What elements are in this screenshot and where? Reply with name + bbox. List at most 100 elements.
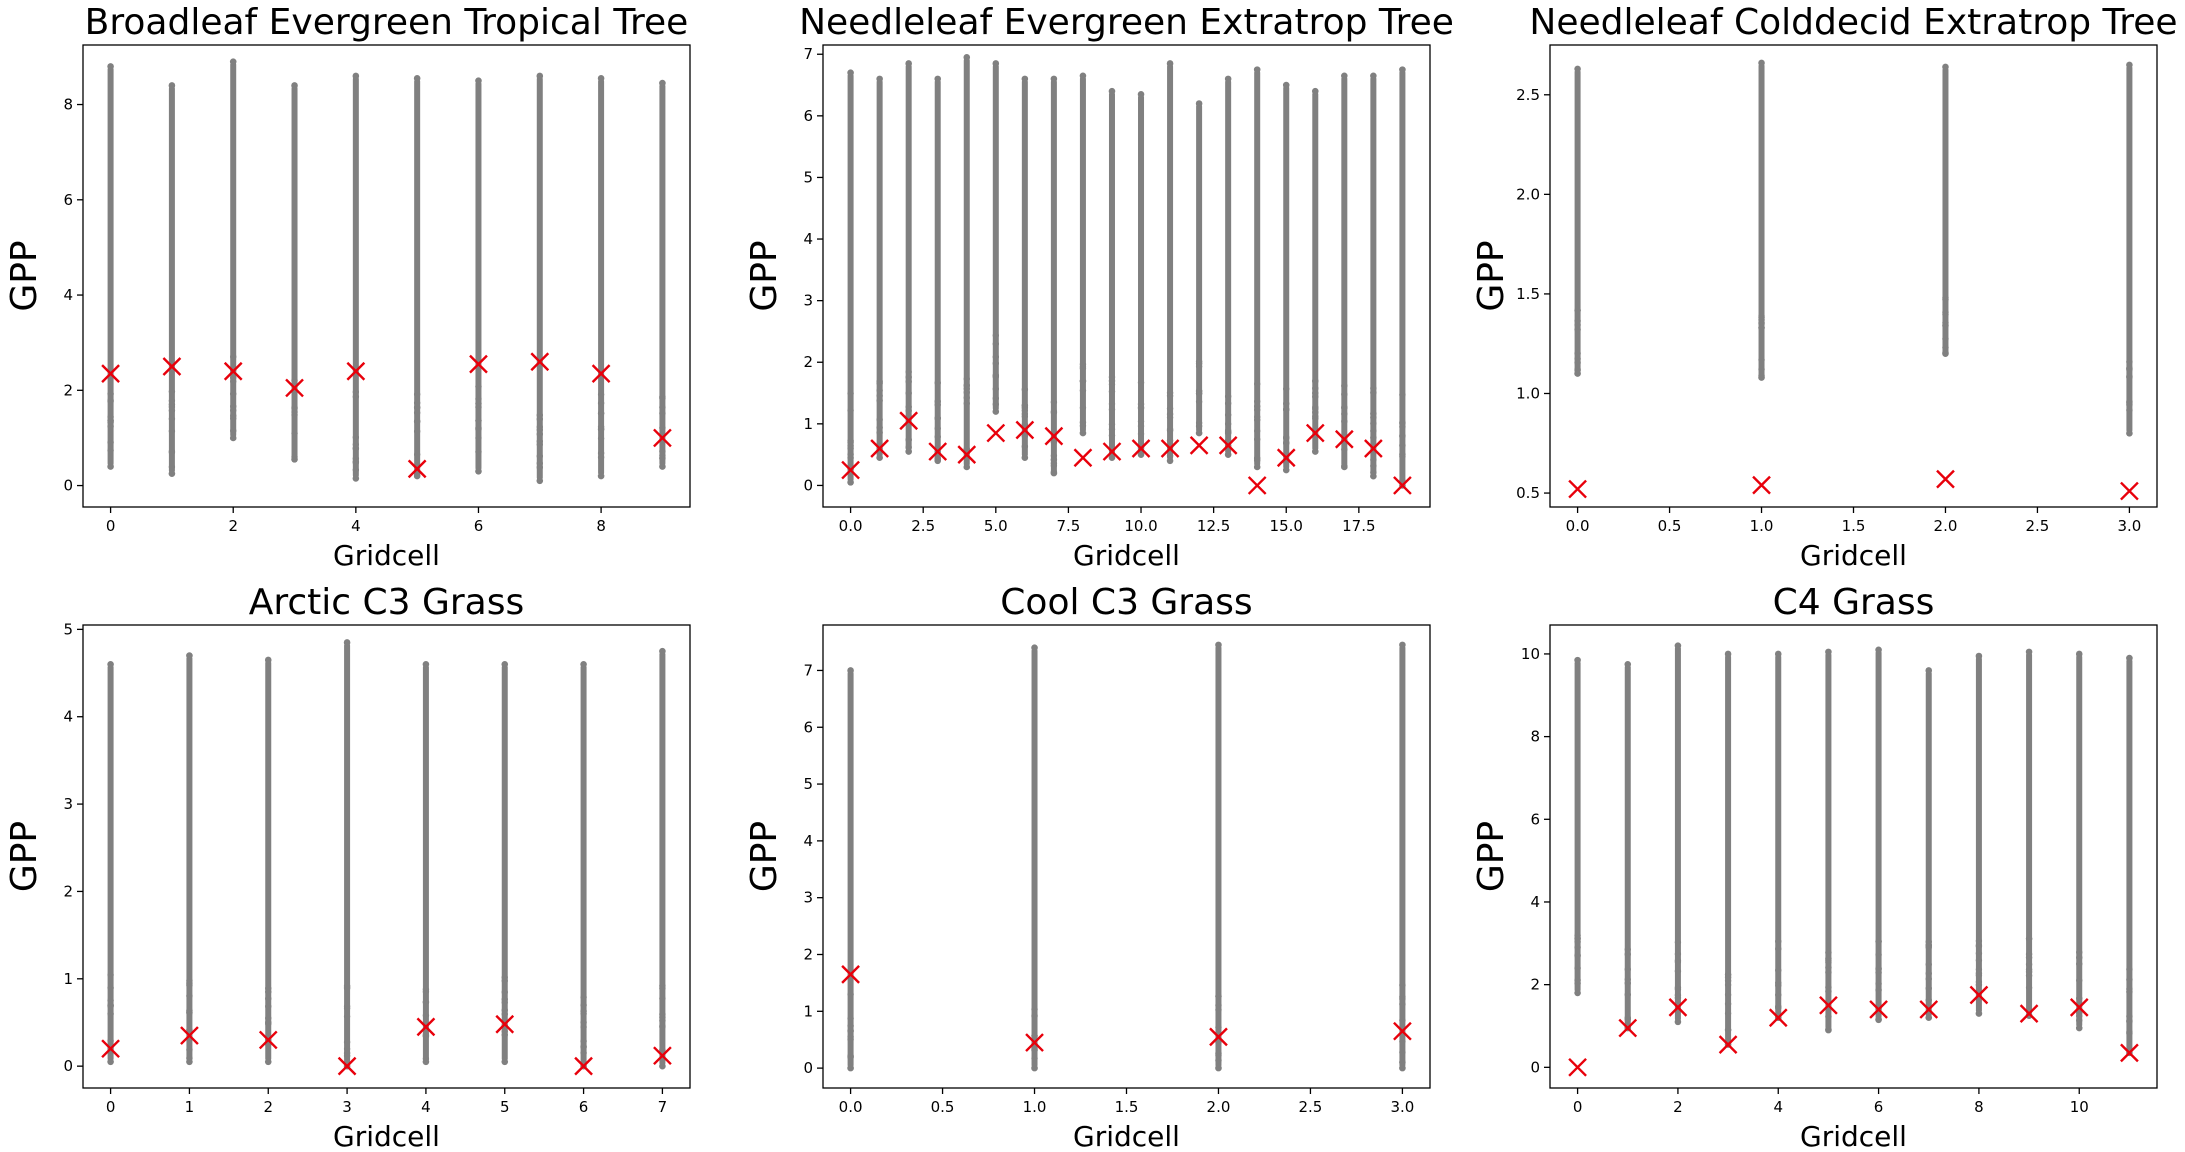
scatter-point (107, 447, 114, 454)
mean-marker (1819, 995, 1838, 1015)
scatter-point (229, 434, 237, 442)
scatter-point (1021, 407, 1029, 414)
scatter-point (422, 661, 430, 668)
scatter-point (1282, 466, 1290, 474)
scatter-point (1195, 100, 1203, 107)
scatter-point (1166, 392, 1174, 400)
scatter-point (876, 424, 883, 431)
scatter-points (107, 639, 666, 1070)
scatter-point (1775, 938, 1782, 945)
scatter-column (1021, 78, 1028, 458)
scatter-point (107, 1003, 114, 1010)
mean-marker (928, 442, 948, 461)
scatter-point (168, 388, 176, 395)
scatter-point (963, 394, 970, 402)
scatter-point (1624, 660, 1632, 668)
scatter-column (1215, 644, 1222, 1069)
subplot-0: Broadleaf Evergreen Tropical Tree 0 2 4 6 8 0 2… (4, 2, 691, 572)
scatter-point (1050, 469, 1058, 477)
scatter-point (597, 425, 605, 433)
scatter-point (1050, 408, 1058, 415)
scatter-point (413, 391, 421, 398)
mean-marker (2069, 998, 2089, 1017)
mean-marker (1276, 448, 1296, 468)
scatter-point (597, 75, 605, 82)
scatter-point (536, 72, 544, 80)
scatter-point (230, 390, 237, 398)
mean-marker (2019, 1004, 2039, 1023)
scatter-point (1724, 971, 1732, 978)
scatter-point (1253, 66, 1261, 73)
scatter-point (1137, 400, 1145, 408)
scatter-point (422, 1032, 430, 1040)
scatter-point (1975, 957, 1983, 964)
scatter-point (847, 437, 854, 445)
x-tick-label: 15.0 (1270, 517, 1303, 535)
scatter-point (422, 986, 430, 993)
scatter-point (1341, 382, 1348, 389)
scatter-point (1108, 426, 1116, 433)
x-tick-label: 4 (1773, 1098, 1783, 1116)
mean-marker (1044, 426, 1064, 446)
scatter-point (1166, 457, 1174, 465)
mean-marker (1668, 998, 1688, 1017)
scatter-point (963, 445, 970, 453)
scatter-point (1399, 1064, 1406, 1072)
scatter-column (1925, 670, 1932, 1018)
x-tick-label: 3.0 (2117, 517, 2141, 535)
scatter-point (2075, 650, 2083, 658)
scatter-point (107, 390, 114, 398)
scatter-point (1215, 1002, 1222, 1009)
scatter-point (107, 439, 114, 446)
scatter-point (1925, 961, 1932, 968)
scatter-point (1079, 419, 1087, 426)
scatter-point (230, 412, 237, 419)
mean-marker (285, 378, 304, 398)
scatter-point (1312, 385, 1319, 392)
mean-marker (495, 1014, 515, 1034)
y-axis-label: GPP (744, 821, 785, 892)
chart-title: Arctic C3 Grass (249, 582, 525, 623)
scatter-point (1975, 652, 1983, 660)
x-tick-label: 7 (658, 1098, 668, 1116)
scatter-point (1574, 951, 1581, 959)
x-tick-label: 10 (2070, 1098, 2089, 1116)
y-tick-label: 4 (63, 286, 73, 304)
scatter-point (107, 63, 114, 70)
mean-markers (101, 1014, 672, 1076)
scatter-point (580, 1019, 587, 1026)
x-tick-label: 1 (185, 1098, 195, 1116)
x-tick-label: 2.0 (1934, 517, 1958, 535)
scatter-point (1875, 986, 1882, 994)
scatter-point (963, 375, 970, 383)
scatter-point (2126, 358, 2133, 366)
scatter-point (1215, 1050, 1222, 1057)
scatter-point (1574, 980, 1581, 987)
scatter-point (876, 392, 883, 399)
mean-marker (986, 423, 1006, 443)
scatter-point (934, 75, 942, 83)
scatter-point (1975, 1010, 1983, 1017)
scatter-column (168, 85, 175, 474)
scatter-point (1050, 398, 1058, 406)
scatter-point (1942, 296, 1949, 303)
mean-marker (1160, 439, 1180, 458)
y-tick-label: 8 (63, 96, 73, 114)
scatter-point (1021, 443, 1029, 450)
axes-frame (822, 44, 1431, 508)
scatter-point (1108, 406, 1116, 413)
x-tick-label: 2 (228, 517, 238, 535)
scatter-point (1282, 81, 1290, 89)
x-tick-label: 6 (1874, 1098, 1884, 1116)
scatter-point (1079, 387, 1087, 394)
scatter-column (501, 664, 508, 1062)
scatter-point (1370, 385, 1377, 392)
scatter-point (992, 353, 1000, 361)
scatter-point (1050, 75, 1058, 83)
mean-marker (1618, 1018, 1638, 1038)
scatter-point (186, 1058, 193, 1066)
scatter-point (1341, 410, 1348, 418)
scatter-point (1825, 949, 1832, 956)
scatter-point (597, 454, 605, 461)
scatter-column (344, 642, 351, 1067)
